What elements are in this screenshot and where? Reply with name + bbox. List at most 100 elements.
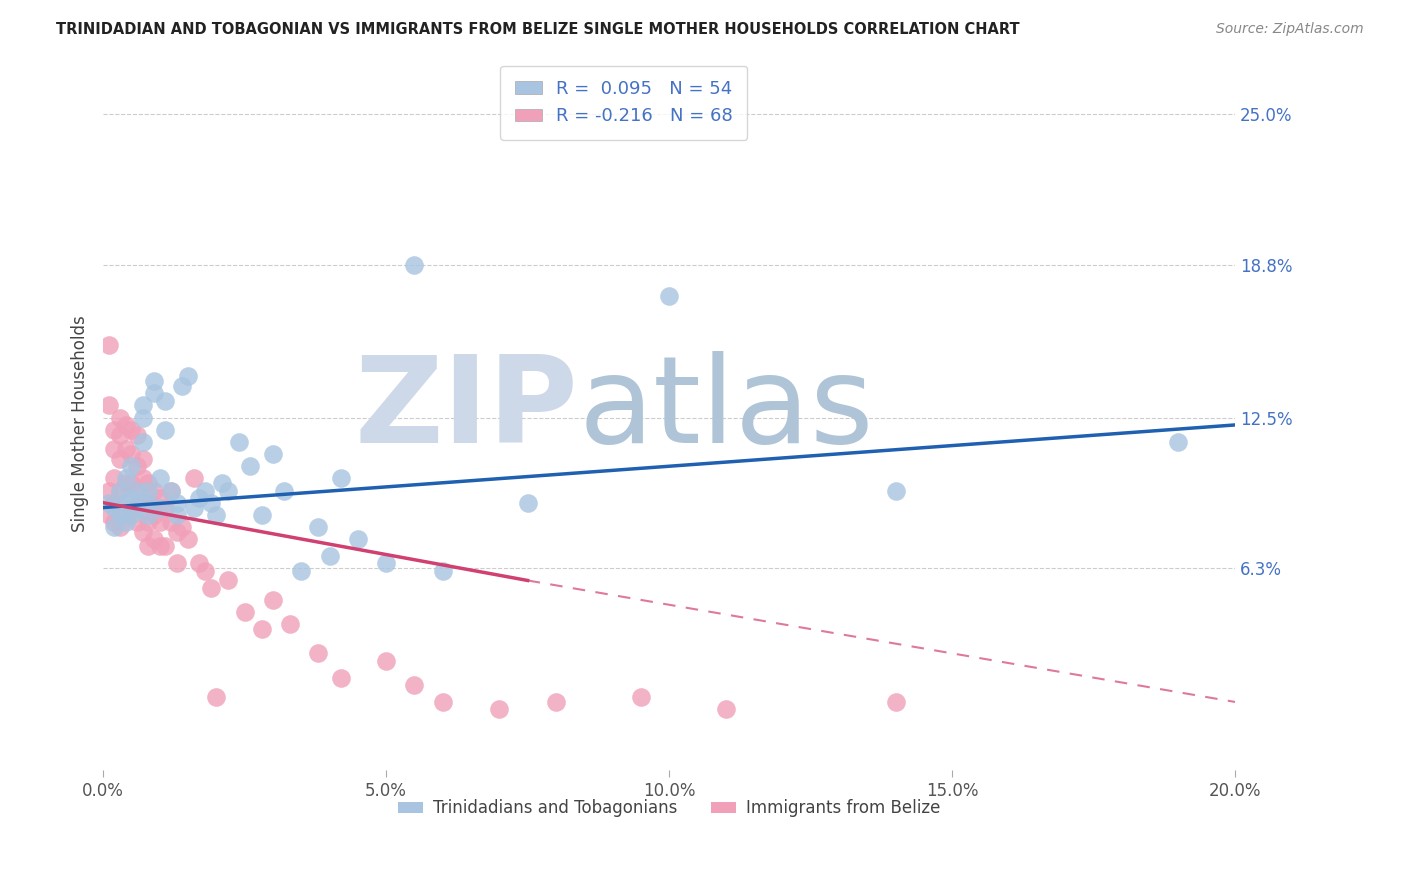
- Point: [132, 524, 155, 539]
- Point: [404, 258, 426, 272]
- Point: [120, 459, 142, 474]
- Point: [108, 410, 131, 425]
- Point: [250, 508, 273, 522]
- Point: [127, 483, 149, 498]
- Point: [149, 515, 172, 529]
- Point: [200, 496, 222, 510]
- Point: [346, 532, 368, 546]
- Point: [108, 520, 131, 534]
- Point: [188, 491, 211, 505]
- Point: [404, 678, 426, 692]
- Point: [544, 695, 567, 709]
- Y-axis label: Single Mother Households: Single Mother Households: [72, 316, 89, 533]
- Point: [114, 442, 136, 457]
- Point: [177, 532, 200, 546]
- Point: [432, 695, 454, 709]
- Legend: Trinidadians and Tobagonians, Immigrants from Belize: Trinidadians and Tobagonians, Immigrants…: [391, 793, 946, 824]
- Point: [177, 369, 200, 384]
- Point: [714, 702, 737, 716]
- Point: [103, 520, 125, 534]
- Text: ZIP: ZIP: [354, 351, 578, 468]
- Point: [884, 483, 907, 498]
- Point: [143, 386, 166, 401]
- Point: [194, 483, 217, 498]
- Point: [138, 515, 160, 529]
- Point: [278, 617, 301, 632]
- Point: [160, 515, 183, 529]
- Point: [307, 646, 329, 660]
- Point: [217, 574, 239, 588]
- Point: [127, 500, 149, 515]
- Point: [630, 690, 652, 704]
- Point: [516, 496, 538, 510]
- Point: [143, 508, 166, 522]
- Point: [262, 447, 284, 461]
- Point: [166, 557, 188, 571]
- Point: [120, 500, 142, 515]
- Point: [143, 483, 166, 498]
- Point: [160, 483, 183, 498]
- Point: [120, 476, 142, 491]
- Point: [217, 483, 239, 498]
- Point: [149, 491, 172, 505]
- Point: [103, 500, 125, 515]
- Point: [132, 471, 155, 485]
- Point: [132, 410, 155, 425]
- Point: [114, 471, 136, 485]
- Point: [155, 393, 177, 408]
- Point: [432, 564, 454, 578]
- Point: [155, 540, 177, 554]
- Point: [138, 540, 160, 554]
- Point: [120, 508, 142, 522]
- Point: [132, 434, 155, 449]
- Point: [329, 471, 352, 485]
- Point: [103, 471, 125, 485]
- Point: [172, 520, 194, 534]
- Point: [114, 496, 136, 510]
- Point: [488, 702, 510, 716]
- Point: [132, 496, 155, 510]
- Point: [273, 483, 295, 498]
- Point: [375, 654, 398, 668]
- Point: [120, 491, 142, 505]
- Point: [329, 671, 352, 685]
- Point: [108, 483, 131, 498]
- Point: [97, 483, 120, 498]
- Point: [183, 500, 205, 515]
- Point: [103, 515, 125, 529]
- Point: [108, 427, 131, 442]
- Point: [172, 379, 194, 393]
- Point: [127, 515, 149, 529]
- Point: [143, 374, 166, 388]
- Point: [97, 508, 120, 522]
- Point: [166, 508, 188, 522]
- Point: [250, 622, 273, 636]
- Point: [108, 508, 131, 522]
- Point: [97, 496, 120, 510]
- Point: [120, 447, 142, 461]
- Point: [103, 442, 125, 457]
- Point: [166, 524, 188, 539]
- Point: [211, 476, 233, 491]
- Point: [103, 423, 125, 437]
- Point: [114, 417, 136, 432]
- Point: [262, 593, 284, 607]
- Text: Source: ZipAtlas.com: Source: ZipAtlas.com: [1216, 22, 1364, 37]
- Point: [884, 695, 907, 709]
- Point: [318, 549, 340, 563]
- Point: [166, 496, 188, 510]
- Point: [143, 532, 166, 546]
- Point: [132, 399, 155, 413]
- Point: [114, 515, 136, 529]
- Point: [155, 500, 177, 515]
- Point: [239, 459, 262, 474]
- Point: [127, 427, 149, 442]
- Text: atlas: atlas: [578, 351, 875, 468]
- Point: [103, 496, 125, 510]
- Point: [127, 459, 149, 474]
- Point: [183, 471, 205, 485]
- Point: [375, 557, 398, 571]
- Point: [138, 476, 160, 491]
- Point: [114, 508, 136, 522]
- Point: [155, 423, 177, 437]
